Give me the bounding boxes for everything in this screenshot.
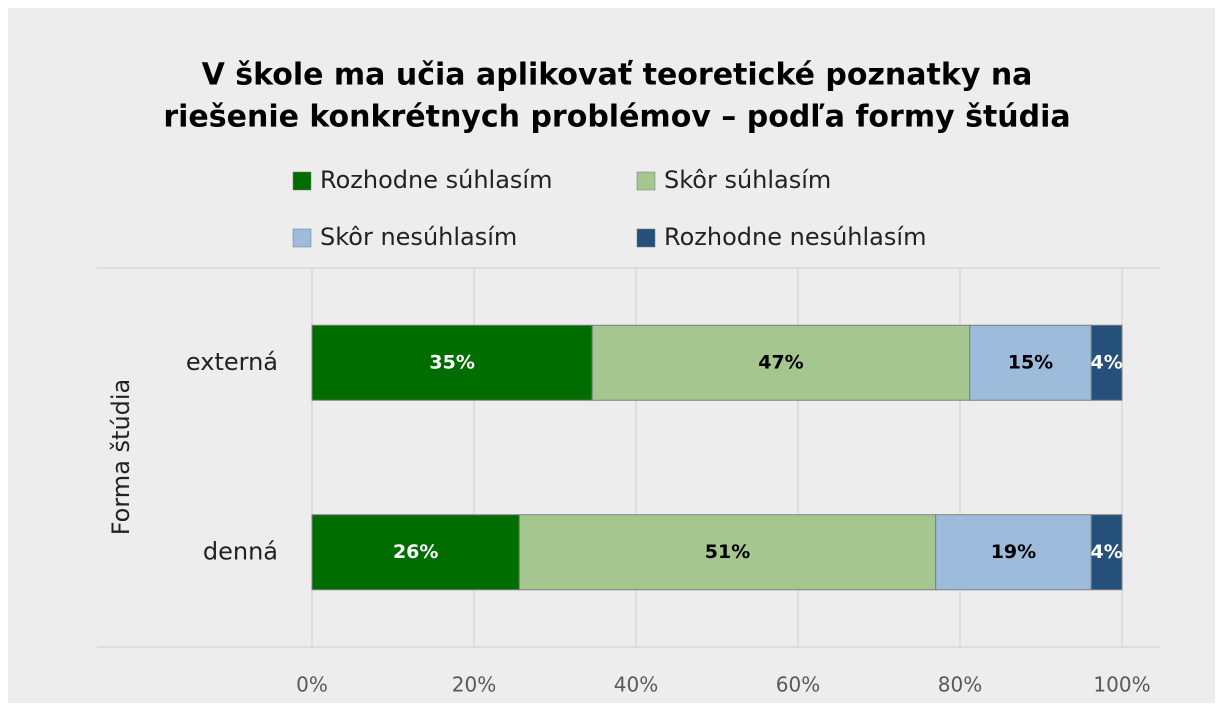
data-label: 35% [429,351,474,373]
x-tick-label: 100% [1093,673,1150,697]
data-label: 15% [1008,351,1053,373]
bar-segment [969,324,1092,401]
legend-swatch [636,171,656,191]
data-label: 47% [758,351,803,373]
legend-swatch [292,228,312,248]
legend-label: Skôr nesúhlasím [320,223,517,251]
bar-segment [1090,324,1123,401]
data-label: 19% [991,541,1036,563]
bar-segment [518,514,937,591]
data-label: 26% [393,541,438,563]
bar-segment [935,514,1092,591]
data-label: 51% [705,541,750,563]
x-tick-label: 0% [296,673,328,697]
x-tick-label: 20% [452,673,496,697]
y-axis-title: Forma štúdia [107,379,135,536]
bar-segment [311,514,520,591]
y-tick-label: externá [186,348,278,376]
x-tick-label: 60% [776,673,820,697]
x-tick-label: 80% [938,673,982,697]
chart-title: riešenie konkrétnych problémov – podľa f… [163,100,1070,135]
y-tick-label: denná [203,537,278,565]
bar-segment [591,324,971,401]
legend-swatch [292,171,312,191]
chart-title: V škole ma učia aplikovať teoretické poz… [202,58,1033,93]
legend-label: Rozhodne nesúhlasím [664,223,926,251]
data-label: 4% [1090,541,1122,563]
legend-swatch [636,228,656,248]
legend-label: Skôr súhlasím [664,166,831,194]
bar-segment [311,324,593,401]
bar-segment [1090,514,1123,591]
data-label: 4% [1090,351,1122,373]
x-tick-label: 40% [614,673,658,697]
legend-label: Rozhodne súhlasím [320,166,552,194]
